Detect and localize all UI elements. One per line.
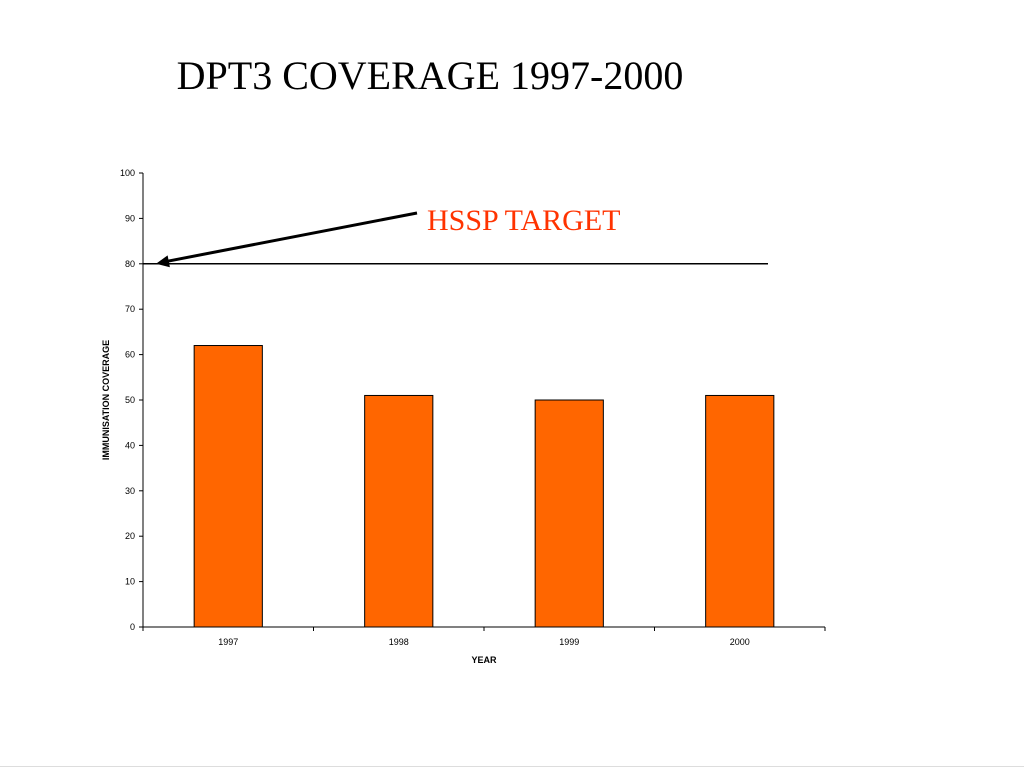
target-arrow bbox=[156, 211, 418, 268]
y-tick-label: 80 bbox=[125, 259, 135, 269]
bar bbox=[705, 394, 775, 628]
y-tick-label: 0 bbox=[130, 622, 135, 632]
x-tick-label: 1997 bbox=[218, 637, 238, 647]
y-tick-label: 30 bbox=[125, 486, 135, 496]
y-tick-label: 100 bbox=[120, 168, 135, 178]
y-axis-ticks: 0 10 20 30 40 50 60 70 80 90 100 bbox=[120, 168, 143, 632]
slide-title: DPT3 COVERAGE 1997-2000 bbox=[176, 53, 684, 98]
y-tick-label: 20 bbox=[125, 531, 135, 541]
y-tick-label: 70 bbox=[125, 304, 135, 314]
x-axis-ticks: 1997 1998 1999 2000 bbox=[142, 627, 826, 647]
y-axis-title: IMMUNISATION COVERAGE bbox=[101, 340, 111, 460]
bar bbox=[534, 399, 604, 628]
x-tick-label: 2000 bbox=[730, 637, 750, 647]
x-axis-title: YEAR bbox=[471, 655, 497, 665]
x-tick-label: 1998 bbox=[389, 637, 409, 647]
y-tick-label: 60 bbox=[125, 350, 135, 360]
y-tick-label: 50 bbox=[125, 395, 135, 405]
bar bbox=[364, 394, 434, 628]
target-label: HSSP TARGET bbox=[427, 204, 620, 237]
y-tick-label: 90 bbox=[125, 213, 135, 223]
x-tick-label: 1999 bbox=[559, 637, 579, 647]
arrow-head bbox=[156, 255, 170, 268]
bars bbox=[193, 345, 775, 628]
y-tick-label: 40 bbox=[125, 440, 135, 450]
y-tick-label: 10 bbox=[125, 577, 135, 587]
arrow-shaft bbox=[161, 211, 418, 264]
bottom-divider bbox=[0, 766, 1024, 767]
bar bbox=[193, 345, 263, 628]
